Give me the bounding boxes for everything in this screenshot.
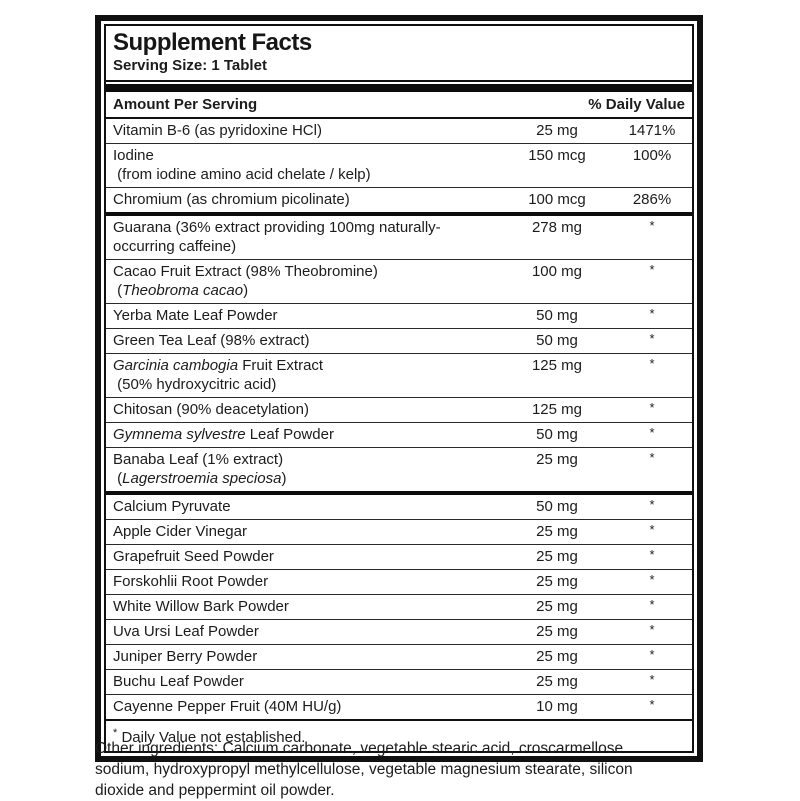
ingredient-name: Vitamin B-6 (as pyridoxine HCl) bbox=[113, 122, 322, 139]
table-row: Grapefruit Seed Powder 25 mg * bbox=[106, 545, 692, 570]
ingredient-daily-value: * bbox=[649, 306, 655, 321]
ingredient-daily-value: * bbox=[649, 522, 655, 537]
ingredient-name: Green Tea Leaf (98% extract) bbox=[113, 332, 310, 349]
ingredient-amount: 100 mg bbox=[531, 263, 583, 280]
ingredient-amount: 25 mg bbox=[536, 451, 578, 468]
ingredient-name: Forskohlii Root Powder bbox=[113, 573, 269, 590]
table-row: Apple Cider Vinegar 25 mg * bbox=[106, 520, 692, 545]
ingredient-name: Chromium (as chromium picolinate) bbox=[113, 191, 350, 208]
table-row: Buchu Leaf Powder 25 mg * bbox=[106, 670, 692, 695]
ingredient-name: Banaba Leaf (1% extract) (Lagerstroemia … bbox=[113, 451, 287, 487]
table-row: Green Tea Leaf (98% extract) 50 mg * bbox=[106, 329, 692, 354]
footnote-asterisk: * bbox=[113, 727, 118, 739]
ingredient-name: White Willow Bark Powder bbox=[113, 598, 289, 615]
label-inner-frame: Supplement Facts Serving Size: 1 Tablet … bbox=[104, 24, 694, 753]
ingredient-amount: 25 mg bbox=[536, 598, 578, 615]
table-header-row: Amount Per Serving % Daily Value bbox=[106, 94, 692, 119]
ingredient-amount: 25 mg bbox=[536, 548, 578, 565]
table-row: Gymnema sylvestre Leaf Powder 50 mg * bbox=[106, 423, 692, 448]
table-body: Vitamin B-6 (as pyridoxine HCl) 25 mg 14… bbox=[106, 119, 692, 719]
ingredient-daily-value: 1471% bbox=[628, 122, 676, 139]
table-row: Juniper Berry Powder 25 mg * bbox=[106, 645, 692, 670]
ingredient-amount: 50 mg bbox=[536, 307, 578, 324]
ingredient-amount: 25 mg bbox=[536, 648, 578, 665]
ingredient-name: Yerba Mate Leaf Powder bbox=[113, 307, 278, 324]
ingredient-name: Cayenne Pepper Fruit (40M HU/g) bbox=[113, 698, 342, 715]
ingredient-amount: 25 mg bbox=[536, 573, 578, 590]
ingredient-amount: 278 mg bbox=[531, 219, 583, 236]
ingredient-name: Iodine (from iodine amino acid chelate /… bbox=[113, 147, 371, 183]
header-amount-per-serving: Amount Per Serving bbox=[113, 96, 258, 113]
ingredient-name: Cacao Fruit Extract (98% Theobromine) (T… bbox=[113, 263, 378, 299]
table-row: Banaba Leaf (1% extract) (Lagerstroemia … bbox=[106, 448, 692, 491]
ingredient-name: Buchu Leaf Powder bbox=[113, 673, 244, 690]
ingredient-daily-value: * bbox=[649, 450, 655, 465]
ingredient-amount: 25 mg bbox=[536, 122, 578, 139]
table-row: Iodine (from iodine amino acid chelate /… bbox=[106, 144, 692, 188]
ingredient-daily-value: * bbox=[649, 547, 655, 562]
ingredient-daily-value: * bbox=[649, 597, 655, 612]
ingredient-name: Gymnema sylvestre Leaf Powder bbox=[113, 426, 334, 443]
header-daily-value: % Daily Value bbox=[588, 96, 685, 113]
ingredient-daily-value: * bbox=[649, 331, 655, 346]
table-row: Forskohlii Root Powder 25 mg * bbox=[106, 570, 692, 595]
ingredient-amount: 50 mg bbox=[536, 498, 578, 515]
table-row: Uva Ursi Leaf Powder 25 mg * bbox=[106, 620, 692, 645]
table-row: Chromium (as chromium picolinate) 100 mc… bbox=[106, 188, 692, 212]
supplement-facts-label: Supplement Facts Serving Size: 1 Tablet … bbox=[95, 15, 703, 762]
ingredient-daily-value: 286% bbox=[632, 191, 672, 208]
ingredient-name: Garcinia cambogia Fruit Extract (50% hyd… bbox=[113, 357, 324, 393]
ingredient-daily-value: * bbox=[649, 356, 655, 371]
ingredient-daily-value: * bbox=[649, 425, 655, 440]
other-ingredients: Other ingredients: Calcium carbonate, ve… bbox=[95, 740, 633, 799]
ingredient-amount: 125 mg bbox=[531, 357, 583, 374]
title-block: Supplement Facts Serving Size: 1 Tablet bbox=[106, 26, 692, 82]
ingredient-name: Calcium Pyruvate bbox=[113, 498, 231, 515]
medium-section-divider bbox=[106, 491, 692, 495]
ingredient-amount: 25 mg bbox=[536, 523, 578, 540]
table-row: Chitosan (90% deacetylation) 125 mg * bbox=[106, 398, 692, 423]
table-row: Garcinia cambogia Fruit Extract (50% hyd… bbox=[106, 354, 692, 398]
ingredient-amount: 50 mg bbox=[536, 332, 578, 349]
ingredient-amount: 50 mg bbox=[536, 426, 578, 443]
ingredient-amount: 150 mcg bbox=[528, 147, 586, 164]
serving-size: Serving Size: 1 Tablet bbox=[113, 57, 267, 74]
ingredient-daily-value: * bbox=[649, 400, 655, 415]
ingredient-name: Guarana (36% extract providing 100mg nat… bbox=[113, 219, 441, 255]
ingredient-daily-value: * bbox=[649, 697, 655, 712]
ingredient-name: Grapefruit Seed Powder bbox=[113, 548, 274, 565]
ingredient-daily-value: 100% bbox=[632, 147, 672, 164]
label-title: Supplement Facts bbox=[113, 29, 312, 56]
ingredient-amount: 100 mcg bbox=[528, 191, 586, 208]
thick-divider bbox=[106, 84, 692, 92]
ingredient-amount: 125 mg bbox=[531, 401, 583, 418]
medium-section-divider bbox=[106, 212, 692, 216]
table-row: Vitamin B-6 (as pyridoxine HCl) 25 mg 14… bbox=[106, 119, 692, 144]
ingredient-name: Chitosan (90% deacetylation) bbox=[113, 401, 309, 418]
ingredient-name: Apple Cider Vinegar bbox=[113, 523, 247, 540]
table-row: Guarana (36% extract providing 100mg nat… bbox=[106, 216, 692, 260]
ingredient-name: Juniper Berry Powder bbox=[113, 648, 258, 665]
ingredient-daily-value: * bbox=[649, 622, 655, 637]
ingredient-daily-value: * bbox=[649, 647, 655, 662]
table-row: Yerba Mate Leaf Powder 50 mg * bbox=[106, 304, 692, 329]
footnote-text: Daily Value not established. bbox=[117, 729, 306, 746]
ingredient-amount: 25 mg bbox=[536, 623, 578, 640]
table-row: Cayenne Pepper Fruit (40M HU/g) 10 mg * bbox=[106, 695, 692, 719]
table-row: Cacao Fruit Extract (98% Theobromine) (T… bbox=[106, 260, 692, 304]
ingredient-daily-value: * bbox=[649, 572, 655, 587]
ingredient-daily-value: * bbox=[649, 497, 655, 512]
ingredient-amount: 10 mg bbox=[536, 698, 578, 715]
ingredient-daily-value: * bbox=[649, 218, 655, 233]
table-row: White Willow Bark Powder 25 mg * bbox=[106, 595, 692, 620]
ingredient-daily-value: * bbox=[649, 262, 655, 277]
table-row: Calcium Pyruvate 50 mg * bbox=[106, 495, 692, 520]
ingredient-daily-value: * bbox=[649, 672, 655, 687]
ingredient-amount: 25 mg bbox=[536, 673, 578, 690]
footnote: * Daily Value not established. bbox=[106, 719, 692, 751]
ingredient-name: Uva Ursi Leaf Powder bbox=[113, 623, 259, 640]
